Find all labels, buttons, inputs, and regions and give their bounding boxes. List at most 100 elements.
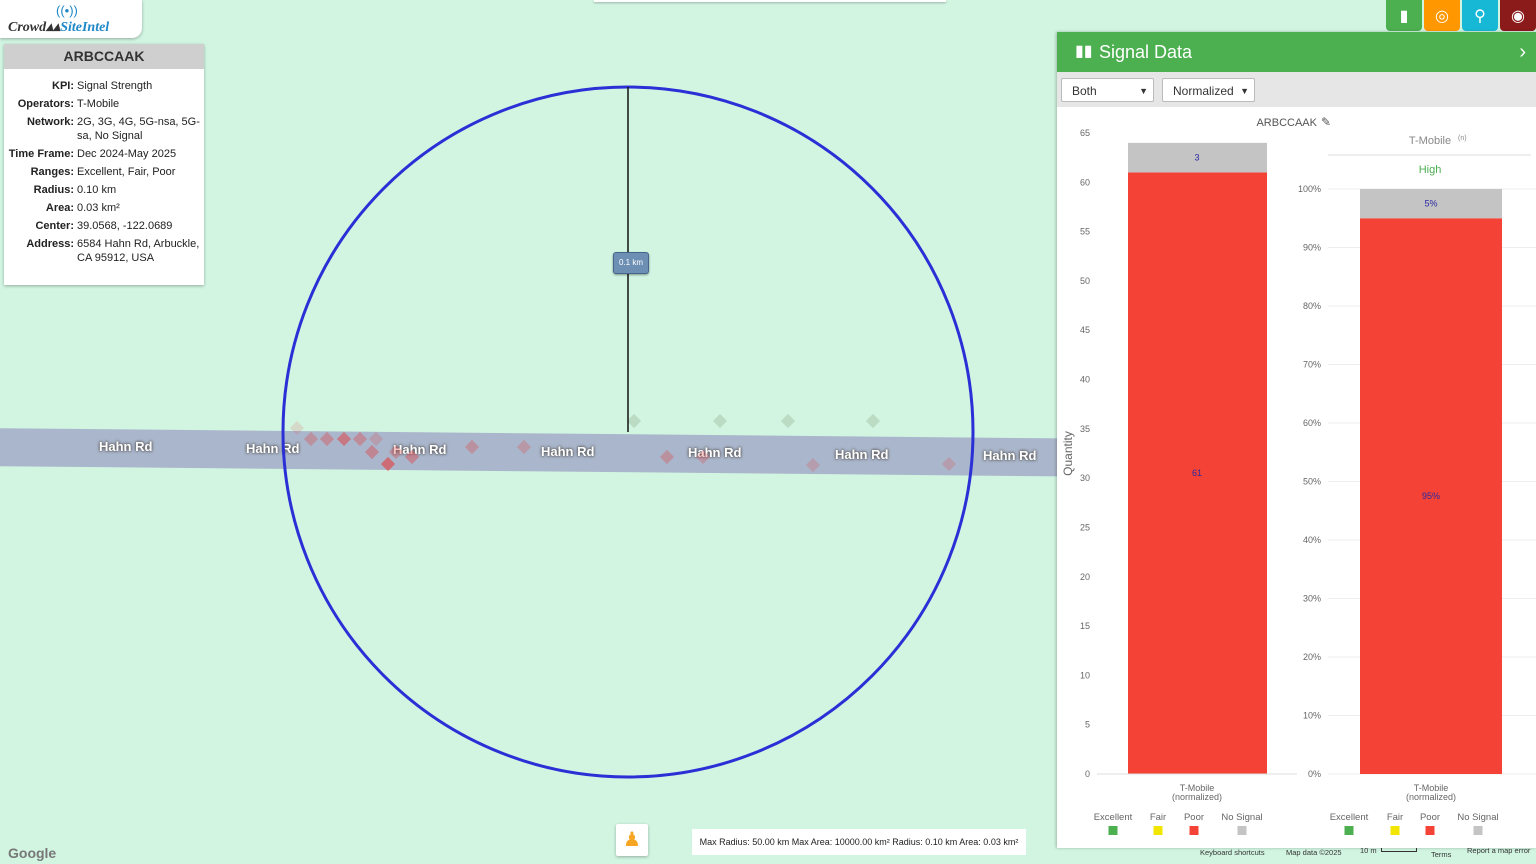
- mode-select[interactable]: Normalized ▼: [1162, 78, 1255, 102]
- signal-point[interactable]: [380, 456, 396, 472]
- chevron-right-icon[interactable]: ›: [1519, 41, 1526, 63]
- legend-label: Fair: [1150, 812, 1166, 823]
- x-tick-label: T-Mobile: [1180, 783, 1215, 793]
- legend-swatch[interactable]: [1425, 826, 1435, 835]
- keyboard-shortcuts-link[interactable]: Keyboard shortcuts: [1200, 848, 1265, 857]
- signal-point[interactable]: [319, 431, 335, 447]
- legend-label: No Signal: [1221, 812, 1262, 823]
- antenna-icon: ((•)): [56, 3, 78, 18]
- bar-chart-icon: ▮: [1399, 7, 1409, 25]
- signal-point[interactable]: [941, 456, 957, 472]
- y-tick-label: 40%: [1303, 535, 1321, 545]
- info-title: ARBCCAAK: [4, 44, 204, 69]
- info-row: Radius: 0.10 km: [4, 182, 204, 200]
- y-axis-label: Quantity: [1061, 431, 1075, 476]
- chart-button[interactable]: ▮: [1386, 0, 1422, 31]
- road-label: Hahn Rd: [393, 442, 447, 457]
- y-tick-label: 40: [1080, 375, 1090, 385]
- road-label: Hahn Rd: [541, 444, 595, 459]
- signal-point[interactable]: [695, 449, 711, 465]
- logo-word-crowd: Crowd: [8, 20, 47, 35]
- edit-icon[interactable]: ✎: [1321, 115, 1331, 129]
- signal-point[interactable]: [364, 444, 380, 460]
- signal-point[interactable]: [303, 431, 319, 447]
- signal-point[interactable]: [780, 413, 796, 429]
- tower-icon: ▴▴: [46, 20, 61, 35]
- y-tick-label: 60: [1080, 177, 1090, 187]
- info-key: Ranges:: [30, 166, 74, 178]
- radius-overlay: [281, 85, 975, 779]
- street-view-pegman-icon[interactable]: ♟: [616, 824, 648, 856]
- x-tick-label: (normalized): [1172, 792, 1222, 802]
- legend-swatch[interactable]: [1473, 826, 1483, 835]
- report-map-error-link[interactable]: Report a map error: [1467, 846, 1531, 855]
- distance-label[interactable]: 0.1 km: [613, 252, 649, 274]
- info-value: 0.10 km: [77, 184, 117, 196]
- info-row: Address: 6584 Hahn Rd, Arbuckle, CA 95912…: [4, 236, 204, 268]
- y-tick-label: 100%: [1298, 184, 1321, 194]
- signal-point[interactable]: [516, 439, 532, 455]
- legend-swatch[interactable]: [1390, 826, 1400, 835]
- signal-point[interactable]: [404, 449, 420, 465]
- location-button[interactable]: ⚲: [1462, 0, 1498, 31]
- legend-swatch[interactable]: [1237, 826, 1247, 835]
- google-logo: Google: [8, 845, 57, 861]
- target-button[interactable]: ◎: [1424, 0, 1460, 31]
- chart2-title-sup: (n): [1458, 135, 1467, 142]
- legend-swatch[interactable]: [1344, 826, 1354, 835]
- signal-point[interactable]: [336, 431, 352, 447]
- chevron-down-icon: ▼: [1240, 86, 1249, 96]
- globe-button[interactable]: ◉: [1500, 0, 1536, 31]
- info-key: KPI:: [52, 80, 74, 92]
- bar-segment-poor: [1360, 218, 1502, 774]
- stats-bar: Max Radius: 50.00 km Max Area: 10000.00 …: [692, 829, 1026, 855]
- y-tick-label: 80%: [1303, 301, 1321, 311]
- legend-swatch[interactable]: [1189, 826, 1199, 835]
- bar-segment-no-signal: [1128, 142, 1267, 173]
- signal-point[interactable]: [388, 444, 404, 460]
- scale-label: 10 m: [1360, 846, 1377, 855]
- info-value: Excellent, Fair, Poor: [77, 166, 176, 178]
- signal-point[interactable]: [464, 439, 480, 455]
- y-tick-label: 0%: [1308, 769, 1321, 779]
- y-tick-label: 25: [1080, 522, 1090, 532]
- y-tick-label: 50%: [1303, 477, 1321, 487]
- signal-point[interactable]: [626, 413, 642, 429]
- legend-swatch[interactable]: [1108, 826, 1118, 835]
- signal-point[interactable]: [368, 431, 384, 447]
- info-value: T-Mobile: [77, 98, 120, 110]
- signal-point[interactable]: [352, 431, 368, 447]
- road-label: Hahn Rd: [246, 441, 300, 456]
- app-logo[interactable]: ((•)) Crowd▴▴SiteIntel: [0, 0, 142, 38]
- info-row: Operators: T-Mobile: [4, 96, 204, 114]
- signal-point[interactable]: [712, 413, 728, 429]
- terms-link[interactable]: Terms: [1431, 850, 1452, 859]
- mode-select-value: Normalized: [1173, 84, 1234, 98]
- signal-point[interactable]: [659, 449, 675, 465]
- info-value: Signal Strength: [77, 80, 153, 92]
- globe-icon: ◉: [1511, 7, 1525, 25]
- signal-points: [289, 413, 957, 473]
- panel-controls: Both ▼ Normalized ▼: [1057, 72, 1536, 107]
- network-select[interactable]: Both ▼: [1061, 78, 1154, 102]
- search-bar-edge[interactable]: [594, 0, 946, 2]
- charts-area: 0 5 10 15 20 25 30 35 40 45 50 55 60 65 Quantity ARBCCA…: [1061, 115, 1536, 835]
- network-select-value: Both: [1072, 84, 1097, 98]
- info-row: Time Frame: Dec 2024-May 2025: [4, 146, 204, 164]
- bar-segment-no-signal: [1360, 189, 1502, 219]
- legend-swatch[interactable]: [1153, 826, 1163, 835]
- y-tick-label: 60%: [1303, 418, 1321, 428]
- info-value: 6584 Hahn Rd, Arbuckle, CA 95912, USA: [77, 238, 200, 264]
- info-key: Area:: [45, 202, 74, 214]
- signal-point[interactable]: [865, 413, 881, 429]
- signal-point[interactable]: [289, 420, 305, 436]
- info-row: Area: 0.03 km²: [4, 200, 204, 218]
- info-value: Dec 2024-May 2025: [77, 148, 177, 160]
- signal-point[interactable]: [805, 457, 821, 473]
- info-row: Network: 2G, 3G, 4G, 5G-nsa, 5G-sa, No Si…: [4, 114, 204, 146]
- panel-title: Signal Data: [1099, 42, 1193, 62]
- info-key: Radius:: [33, 184, 74, 196]
- road-label: Hahn Rd: [99, 439, 153, 454]
- y-tick-label: 10%: [1303, 711, 1321, 721]
- road-label: Hahn Rd: [688, 445, 742, 460]
